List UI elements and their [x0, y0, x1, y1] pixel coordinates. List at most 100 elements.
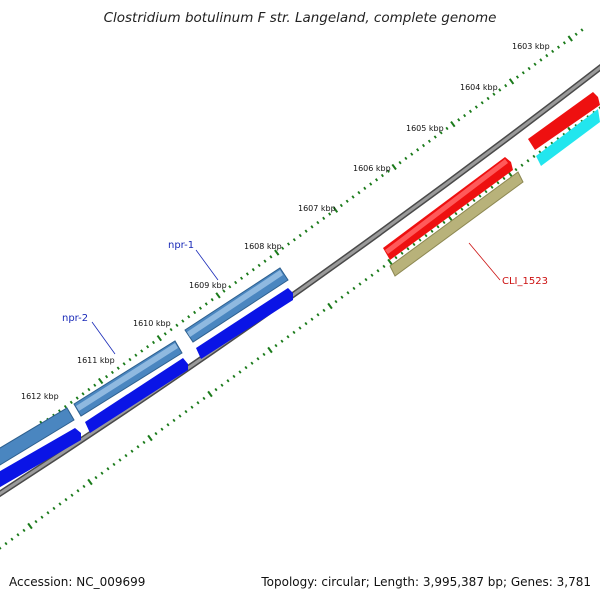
minor-tick	[386, 169, 390, 173]
major-tick	[215, 292, 221, 299]
minor-tick	[222, 289, 226, 293]
minor-tick	[328, 212, 332, 216]
minor-tick	[298, 233, 302, 238]
minor-tick	[514, 167, 518, 172]
minor-tick	[163, 332, 167, 336]
gene-label-cli-1523[interactable]: CLI_1523	[502, 276, 548, 287]
minor-tick	[298, 326, 302, 330]
minor-tick	[124, 453, 128, 458]
major-tick	[147, 434, 153, 442]
minor-tick	[263, 259, 267, 263]
minor-tick	[370, 273, 374, 277]
minor-tick	[292, 330, 296, 335]
minor-tick	[166, 423, 170, 427]
gene-blue-middle	[85, 358, 188, 433]
minor-tick	[94, 475, 98, 480]
minor-tick	[245, 272, 249, 276]
minor-tick	[526, 159, 530, 163]
minor-tick	[502, 176, 506, 181]
minor-tick	[269, 255, 273, 259]
minor-tick	[75, 396, 79, 400]
tick-label: 1603 kbp	[512, 42, 550, 51]
minor-tick	[556, 45, 561, 49]
minor-tick	[532, 154, 536, 159]
minor-tick	[394, 255, 398, 260]
minor-tick	[374, 178, 379, 182]
minor-tick	[130, 449, 134, 453]
minor-tick	[410, 152, 414, 156]
minor-tick	[292, 238, 296, 242]
minor-tick	[134, 353, 138, 357]
minor-tick	[239, 276, 244, 280]
minor-tick	[128, 357, 132, 362]
minor-tick	[140, 349, 144, 353]
minor-tick	[515, 75, 520, 79]
gene-npr-2-feature[interactable]	[73, 340, 183, 417]
tick-label: 1610 kbp	[133, 319, 171, 328]
minor-tick	[187, 315, 191, 319]
minor-tick	[181, 319, 185, 323]
minor-tick	[457, 118, 461, 122]
major-tick	[450, 121, 456, 128]
minor-tick	[382, 264, 386, 269]
minor-tick	[357, 190, 361, 195]
minor-tick	[204, 302, 208, 306]
gene-steel-fragment-left	[0, 407, 75, 466]
gene-label-npr-1[interactable]: npr-1	[168, 240, 194, 251]
minor-tick	[363, 186, 367, 191]
cli-1523-leader-line	[468, 242, 501, 281]
minor-tick	[358, 282, 362, 286]
minor-tick	[551, 49, 555, 54]
minor-tick	[334, 299, 338, 304]
minor-tick	[364, 277, 368, 282]
minor-tick	[251, 267, 255, 272]
minor-tick	[492, 92, 496, 96]
minor-tick	[0, 546, 2, 550]
minor-tick	[539, 58, 543, 62]
minor-tick	[400, 251, 404, 255]
minor-tick	[574, 32, 578, 36]
minor-tick	[262, 352, 266, 357]
minor-tick	[184, 409, 188, 414]
gene-cyan	[536, 109, 600, 166]
minor-tick	[445, 126, 449, 131]
minor-tick	[310, 317, 314, 321]
minor-tick	[10, 537, 14, 541]
minor-tick	[533, 62, 537, 66]
minor-tick	[424, 233, 428, 238]
tick-label: 1606 kbp	[353, 164, 391, 173]
minor-tick	[93, 383, 97, 387]
minor-tick	[484, 189, 488, 194]
minor-tick	[454, 211, 458, 216]
minor-tick	[175, 323, 179, 328]
minor-tick	[322, 308, 326, 313]
minor-tick	[521, 71, 525, 75]
minor-tick	[70, 493, 74, 497]
major-tick	[332, 206, 339, 213]
minor-tick	[496, 181, 500, 185]
topology-text: Topology: circular; Length: 3,995,387 bp…	[261, 575, 591, 589]
minor-tick	[193, 310, 197, 315]
npr-1-leader-line	[195, 249, 219, 281]
npr-2-leader-line	[91, 321, 116, 355]
minor-tick	[4, 541, 8, 546]
gene-label-npr-2[interactable]: npr-2	[62, 313, 88, 324]
minor-tick	[146, 345, 150, 349]
minor-tick	[63, 404, 68, 409]
tick-label: 1611 kbp	[77, 356, 115, 365]
minor-tick	[433, 135, 437, 139]
minor-tick	[214, 387, 218, 392]
minor-tick	[76, 489, 80, 493]
minor-tick	[169, 327, 173, 332]
minor-tick	[442, 220, 446, 225]
minor-tick	[427, 139, 431, 143]
major-tick	[508, 78, 515, 85]
minor-tick	[151, 340, 156, 345]
gene-npr-1-feature[interactable]	[184, 267, 289, 343]
minor-tick	[398, 160, 402, 165]
minor-tick	[198, 306, 203, 310]
tick-label: 1605 kbp	[406, 124, 444, 133]
minor-tick	[304, 229, 308, 233]
minor-tick	[352, 286, 356, 291]
gene-cli-1523-feature[interactable]	[389, 171, 524, 277]
